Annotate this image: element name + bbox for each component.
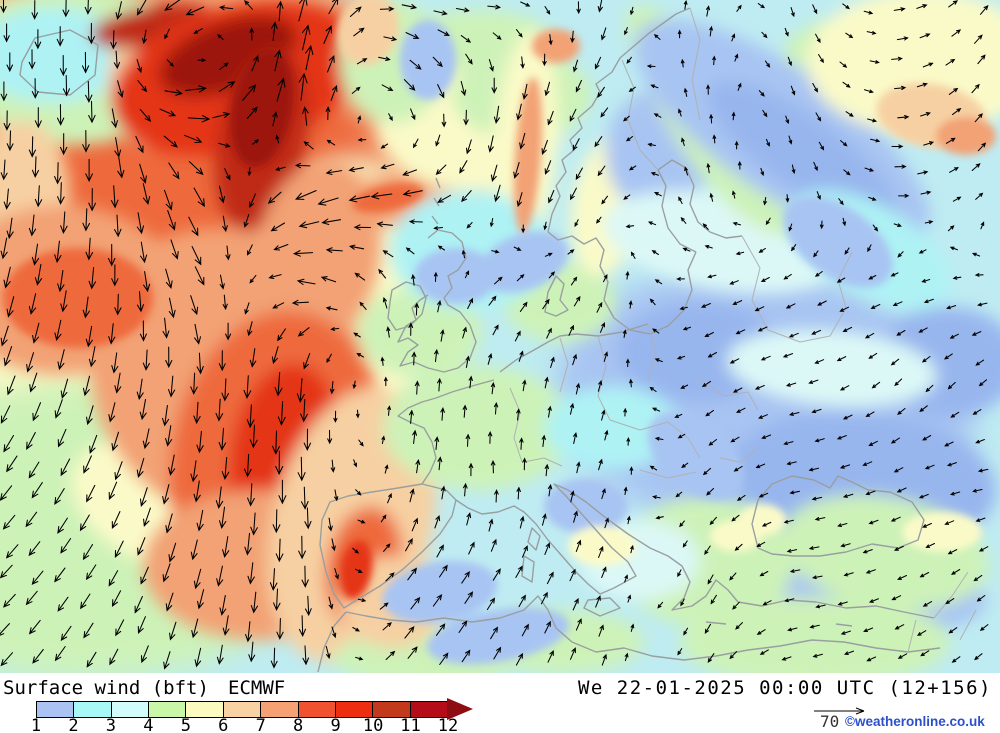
colorbar-tick-label: 1 xyxy=(30,716,42,733)
wind-map xyxy=(0,0,1000,673)
colorbar-tick-label: 2 xyxy=(68,716,79,733)
colorbar-tick-label: 5 xyxy=(180,716,191,733)
reference-arrow-icon xyxy=(814,707,865,715)
reference-arrow-group: 70 ©weatheronline.co.uk xyxy=(812,702,1000,732)
map-footer: Surface wind (bft) ECMWF We 22-01-2025 0… xyxy=(0,673,1000,733)
wind-speed-field-detail xyxy=(3,0,996,665)
wind-arrows xyxy=(0,0,989,670)
colorbar-tick-label: 6 xyxy=(218,716,229,733)
model-label: ECMWF xyxy=(228,677,286,699)
coastlines xyxy=(19,7,941,673)
colorbar-ticks: 1 2 3 4 5 6 7 8 9 10 11 12 xyxy=(0,716,1000,733)
page-title: Surface wind (bft) xyxy=(3,677,209,699)
colorbar-tick-label: 9 xyxy=(330,716,341,733)
reference-arrow-value: 70 xyxy=(820,712,840,731)
valid-time-label: We 22-01-2025 00:00 UTC (12+156) xyxy=(577,677,992,699)
colorbar-tick-label: 11 xyxy=(400,716,421,733)
colorbar-tick-label: 3 xyxy=(105,716,117,733)
beaufort-colorbar xyxy=(36,701,448,718)
colorbar-tick-label: 12 xyxy=(437,716,459,733)
wind-speed-field-mid xyxy=(0,0,1000,673)
colorbar-tick-label: 8 xyxy=(293,716,304,733)
colorbar-tick-label: 7 xyxy=(255,716,266,733)
colorbar-tick-label: 4 xyxy=(143,716,154,733)
colorbar-overflow-arrow xyxy=(447,698,473,720)
colorbar-tick-label: 10 xyxy=(362,716,384,733)
copyright-link[interactable]: ©weatheronline.co.uk xyxy=(845,714,985,729)
